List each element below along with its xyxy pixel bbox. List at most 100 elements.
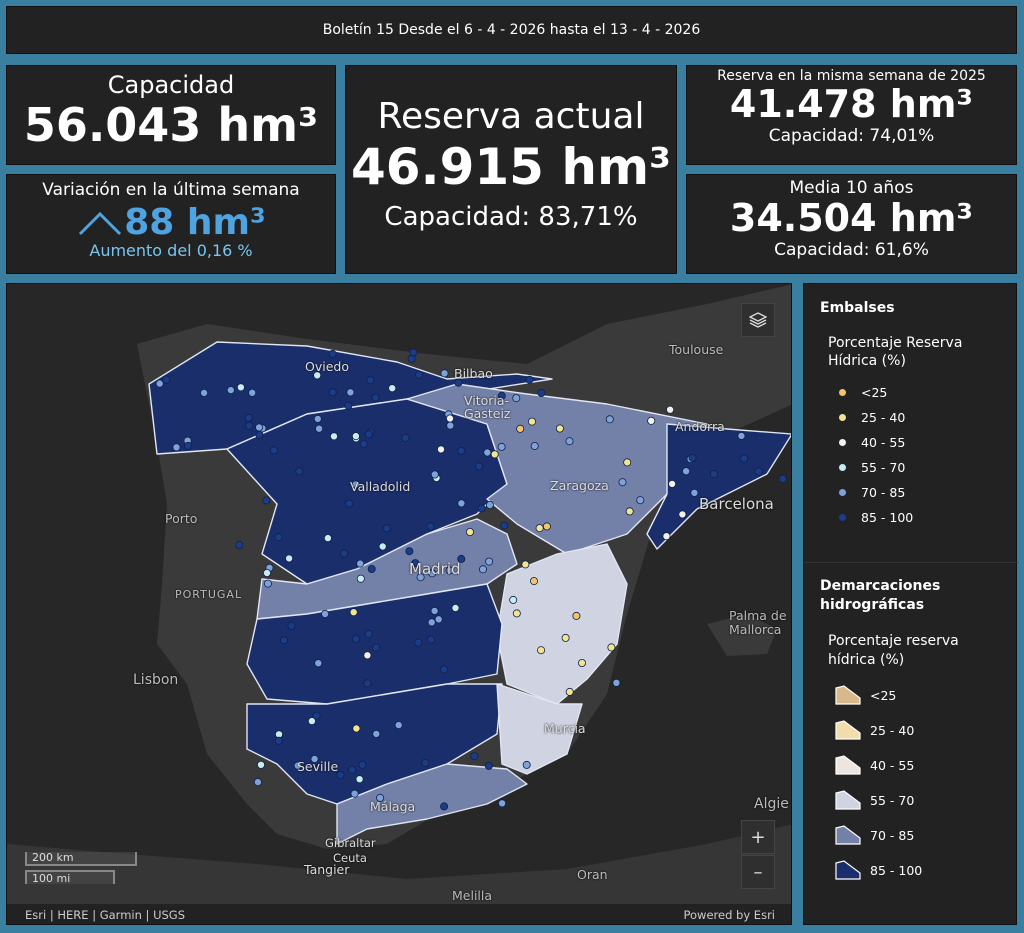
reservoir-dot[interactable]	[678, 510, 687, 519]
reservoir-dot[interactable]	[421, 758, 430, 767]
reservoir-dot[interactable]	[440, 802, 449, 811]
reservoir-dot[interactable]	[388, 384, 397, 393]
reservoir-dot[interactable]	[454, 378, 463, 387]
reservoir-dot[interactable]	[428, 569, 437, 578]
reservoir-dot[interactable]	[451, 603, 460, 612]
reservoir-dot[interactable]	[516, 424, 525, 433]
reservoir-dot[interactable]	[323, 534, 332, 543]
reservoir-dot[interactable]	[682, 467, 691, 476]
reservoir-dot[interactable]	[509, 595, 518, 604]
reservoir-dot[interactable]	[445, 566, 454, 575]
reservoir-dot[interactable]	[612, 678, 621, 687]
zoom-in-button[interactable]: +	[741, 820, 775, 854]
reservoir-dot[interactable]	[565, 687, 574, 696]
reservoir-dot[interactable]	[248, 388, 257, 397]
reservoir-dot[interactable]	[350, 789, 359, 798]
reservoir-dot[interactable]	[358, 760, 367, 769]
reservoir-dot[interactable]	[470, 752, 479, 761]
reservoir-dot[interactable]	[274, 533, 283, 542]
reservoir-dot[interactable]	[329, 432, 338, 441]
reservoir-dot[interactable]	[647, 416, 656, 425]
reservoir-dot[interactable]	[572, 611, 581, 620]
reservoir-dot[interactable]	[555, 424, 564, 433]
reservoir-dot[interactable]	[625, 507, 634, 516]
reservoir-dot[interactable]	[623, 458, 632, 467]
reservoir-dot[interactable]	[690, 488, 699, 497]
reservoir-dot[interactable]	[255, 430, 264, 439]
reservoir-dot[interactable]	[414, 638, 423, 647]
reservoir-dot[interactable]	[363, 651, 372, 660]
reservoir-dot[interactable]	[349, 608, 358, 617]
reservoir-dot[interactable]	[446, 421, 455, 430]
reservoir-dot[interactable]	[346, 388, 355, 397]
reservoir-dot[interactable]	[778, 474, 787, 483]
reservoir-dot[interactable]	[427, 618, 436, 627]
reservoir-dot[interactable]	[287, 621, 296, 630]
reservoir-dot[interactable]	[372, 643, 381, 652]
reservoir-dot[interactable]	[485, 500, 494, 509]
reservoir-dot[interactable]	[709, 470, 718, 479]
reservoir-dot[interactable]	[457, 554, 466, 563]
reservoir-dot[interactable]	[483, 448, 492, 457]
powered-by-esri[interactable]: Powered by Esri	[683, 908, 776, 922]
reservoir-dot[interactable]	[328, 388, 337, 397]
reservoir-dot[interactable]	[512, 609, 521, 618]
reservoir-dot[interactable]	[293, 761, 302, 770]
reservoir-dot[interactable]	[244, 413, 253, 422]
reservoir-dot[interactable]	[314, 659, 323, 668]
reservoir-dot[interactable]	[328, 349, 337, 358]
layers-button[interactable]	[741, 303, 775, 337]
reservoir-dot[interactable]	[295, 467, 304, 476]
reservoir-dot[interactable]	[255, 423, 264, 432]
reservoir-dot[interactable]	[478, 565, 487, 574]
reservoir-dot[interactable]	[351, 480, 360, 489]
reservoir-dot[interactable]	[434, 615, 443, 624]
reservoir-dot[interactable]	[274, 736, 283, 745]
reservoir-dot[interactable]	[512, 394, 521, 403]
reservoir-dot[interactable]	[359, 439, 368, 448]
reservoir-dot[interactable]	[578, 658, 587, 667]
reservoir-dot[interactable]	[355, 775, 364, 784]
reservoir-dot[interactable]	[528, 417, 537, 426]
reservoir-dot[interactable]	[522, 760, 531, 769]
reservoir-dot[interactable]	[321, 609, 330, 618]
reservoir-dot[interactable]	[236, 383, 245, 392]
reservoir-dot[interactable]	[269, 446, 278, 455]
reservoir-dot[interactable]	[352, 724, 361, 733]
reservoir-dot[interactable]	[279, 636, 288, 645]
reservoir-dot[interactable]	[310, 754, 319, 763]
reservoir-dot[interactable]	[430, 470, 439, 479]
reservoir-dot[interactable]	[565, 437, 574, 446]
reservoir-dot[interactable]	[285, 554, 294, 563]
reservoir-dot[interactable]	[636, 496, 645, 505]
reservoir-dot[interactable]	[537, 389, 546, 398]
reservoir-dot[interactable]	[436, 445, 445, 454]
reservoir-dot[interactable]	[498, 799, 507, 808]
reservoir-dot[interactable]	[426, 522, 435, 531]
reservoir-dot[interactable]	[605, 415, 614, 424]
reservoir-dot[interactable]	[172, 443, 181, 452]
reservoir-dot[interactable]	[253, 778, 262, 787]
reservoir-dot[interactable]	[313, 414, 322, 423]
reservoir-dot[interactable]	[440, 369, 449, 378]
reservoir-dot[interactable]	[200, 388, 209, 397]
reservoir-dot[interactable]	[340, 549, 349, 558]
reservoir-dot[interactable]	[366, 376, 375, 385]
reservoir-dot[interactable]	[535, 524, 544, 533]
reservoir-dot[interactable]	[440, 665, 449, 674]
reservoir-dot[interactable]	[530, 441, 539, 450]
reservoir-dot[interactable]	[465, 527, 474, 536]
reservoir-dot[interactable]	[607, 643, 616, 652]
reservoir-dot[interactable]	[372, 729, 381, 738]
reservoir-dot[interactable]	[235, 540, 244, 549]
reservoir-dot[interactable]	[737, 431, 746, 440]
reservoir-dot[interactable]	[407, 355, 416, 364]
reservoir-dot[interactable]	[618, 478, 627, 487]
reservoir-dot[interactable]	[344, 401, 353, 410]
reservoir-dot[interactable]	[484, 761, 493, 770]
reservoir-dot[interactable]	[312, 711, 321, 720]
reservoir-dot[interactable]	[426, 635, 435, 644]
reservoir-dot[interactable]	[666, 405, 675, 414]
reservoir-dot[interactable]	[245, 421, 254, 430]
reservoir-dot[interactable]	[364, 430, 373, 439]
